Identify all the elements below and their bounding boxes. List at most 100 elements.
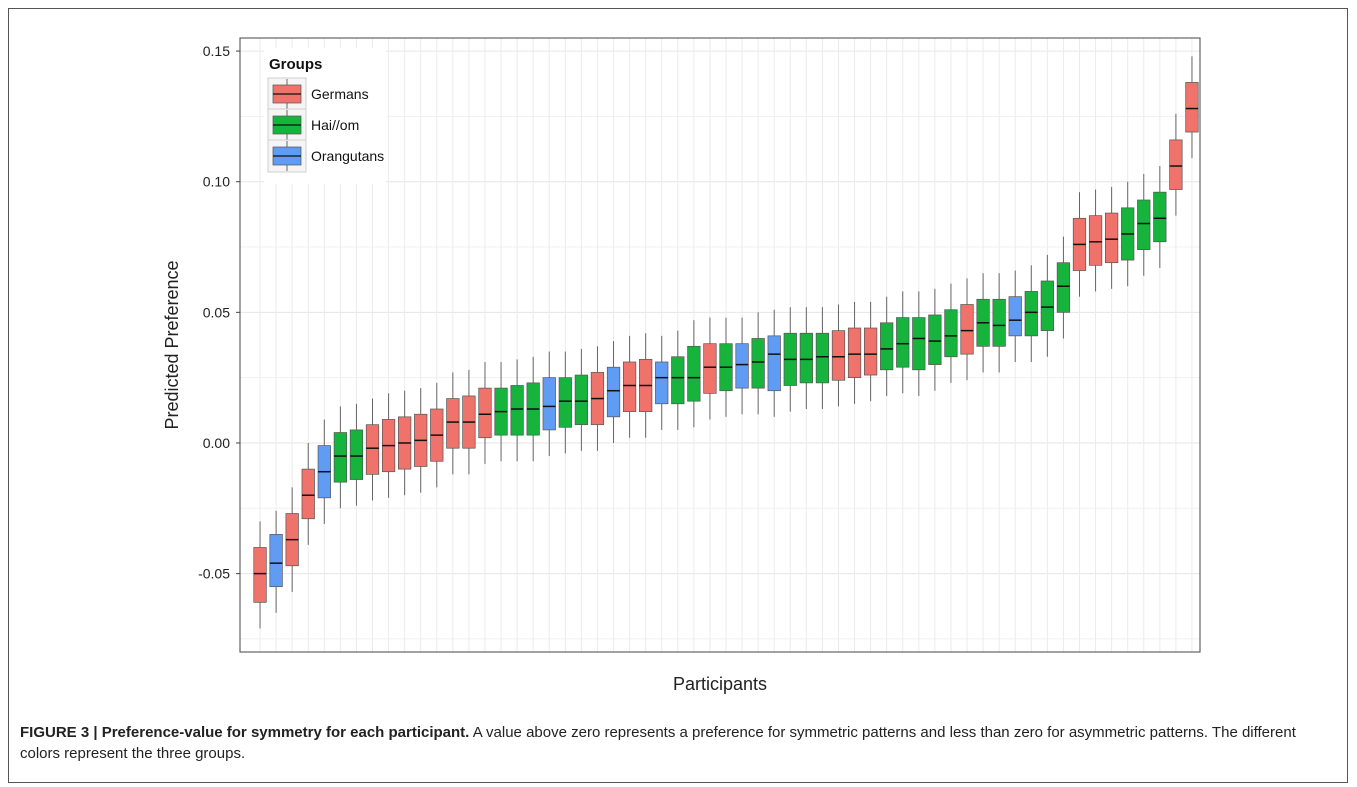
box-body — [767, 335, 781, 392]
legend-label: Orangutans — [311, 148, 384, 164]
figure-caption: FIGURE 3 | Preference-value for symmetry… — [20, 722, 1330, 764]
box-body — [928, 314, 942, 365]
boxes — [253, 56, 1199, 629]
box-body — [333, 432, 347, 483]
participant-box — [944, 283, 958, 383]
participant-box — [655, 335, 669, 430]
box-body — [606, 366, 621, 418]
box-body — [1169, 139, 1183, 190]
grid-lines — [240, 38, 1200, 652]
participant-box — [301, 442, 315, 545]
box-body — [558, 377, 572, 428]
participant-box — [831, 304, 846, 407]
caption-text: A value above zero represents a preferen… — [20, 724, 1296, 762]
participant-box — [365, 398, 380, 501]
box-body — [896, 317, 910, 368]
box-body — [1153, 191, 1167, 243]
participant-box — [1024, 265, 1038, 362]
box-body — [1137, 199, 1151, 250]
figure-frame — [8, 8, 1348, 783]
box-body — [735, 343, 749, 389]
box-body — [446, 398, 460, 449]
participant-box — [590, 346, 605, 451]
participant-box — [333, 406, 347, 509]
legend-label: Hai//om — [311, 117, 359, 133]
participant-box — [1072, 192, 1087, 297]
box-body — [253, 547, 267, 603]
participant-box — [1056, 236, 1071, 339]
participant-box — [414, 388, 428, 493]
box-body — [622, 361, 637, 412]
participant-box — [1121, 181, 1135, 287]
participant-box — [398, 390, 412, 496]
box-body — [687, 345, 701, 402]
participant-box — [446, 372, 460, 475]
participant-box — [799, 307, 813, 410]
box-body — [863, 327, 878, 376]
box-body — [703, 343, 717, 394]
box-body — [655, 361, 669, 405]
box-body — [815, 332, 830, 384]
legend-entry: Orangutans — [267, 139, 384, 173]
participant-box — [783, 307, 797, 412]
y-tick-label: 0.10 — [203, 174, 230, 190]
box-body — [944, 309, 958, 358]
participant-box — [285, 487, 299, 592]
participant-box — [622, 335, 637, 438]
box-body — [574, 374, 589, 426]
x-axis-label: Participants — [673, 674, 767, 694]
box-body — [1040, 280, 1054, 331]
participant-box — [735, 317, 749, 415]
participant-box — [687, 320, 701, 428]
participant-box — [1040, 254, 1054, 357]
box-body — [960, 304, 974, 355]
participant-box — [526, 356, 540, 462]
y-axis-label: Predicted Preference — [162, 260, 182, 429]
box-body — [912, 317, 926, 371]
participant-box — [574, 348, 589, 451]
box-body — [671, 356, 685, 405]
legend-title: Groups — [269, 56, 322, 73]
participant-box — [639, 333, 653, 438]
legend: Groups Germans Hai//om Orangutans — [264, 48, 386, 184]
participant-box — [767, 309, 781, 417]
caption-label: FIGURE 3 | Preference-value for symmetry… — [20, 724, 470, 741]
participant-box — [606, 341, 621, 443]
box-body — [1105, 212, 1119, 264]
participant-box — [1153, 166, 1167, 268]
box-body — [847, 327, 862, 379]
participant-box — [1088, 189, 1103, 292]
participant-box — [269, 510, 283, 613]
plot-panel-border — [239, 37, 1201, 653]
participant-box — [542, 351, 556, 457]
participant-box — [847, 301, 862, 404]
box-body — [1008, 296, 1022, 337]
box-body — [510, 385, 524, 436]
participant-box — [381, 393, 396, 498]
participant-box — [863, 301, 878, 402]
y-tick-label: -0.05 — [198, 566, 230, 582]
y-tick-label: 0.05 — [203, 304, 230, 320]
participant-box — [494, 361, 508, 462]
box-body — [542, 377, 556, 431]
participant-box — [317, 419, 331, 524]
legend-entries: Germans Hai//om Orangutans — [267, 77, 384, 173]
y-tick-label: 0.15 — [203, 43, 230, 59]
box-body — [1056, 262, 1071, 313]
participant-box — [1137, 173, 1151, 276]
box-body — [751, 338, 765, 389]
box-body — [831, 330, 846, 381]
participant-box — [349, 403, 364, 506]
participant-box — [815, 307, 830, 410]
participant-box — [462, 369, 476, 475]
box-body — [349, 429, 364, 480]
participant-box — [253, 521, 267, 629]
box-body — [478, 387, 492, 439]
participant-box — [510, 359, 524, 462]
participant-box — [671, 330, 685, 430]
box-body — [1185, 82, 1199, 133]
participant-box — [1105, 186, 1119, 289]
participant-box — [880, 296, 894, 396]
participant-box — [1008, 270, 1022, 362]
box-body — [799, 332, 813, 384]
